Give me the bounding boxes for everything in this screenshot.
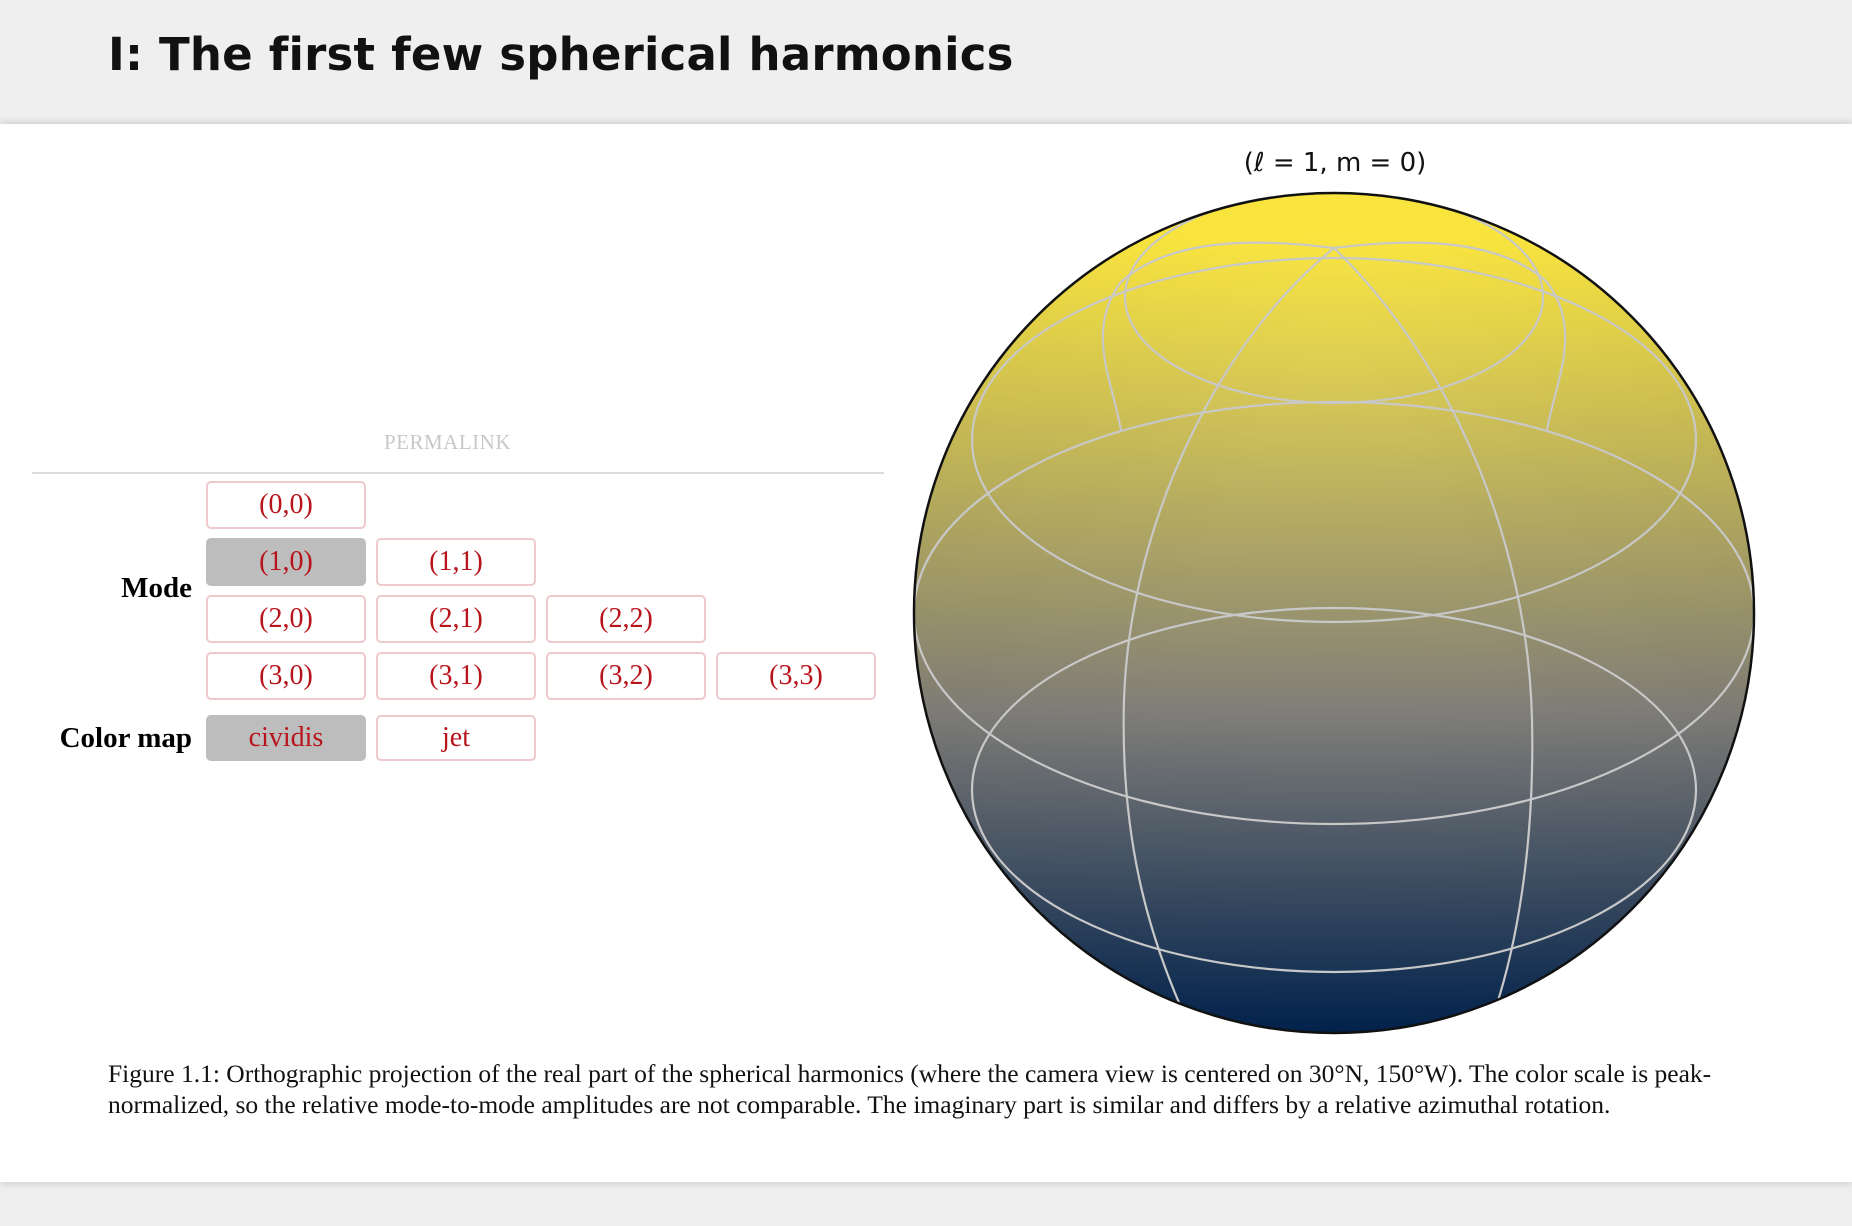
- meridian-left-outer: [1101, 241, 1335, 431]
- colormap-label: Color map: [59, 722, 192, 754]
- figure-caption: Figure 1.1: Orthographic projection of t…: [108, 1059, 1712, 1119]
- sphere-outline: [912, 191, 1756, 1035]
- meridian-right-outer: [1333, 241, 1567, 431]
- meridian-right: [1333, 247, 1534, 1011]
- mode-button-2-0[interactable]: (2,0): [206, 595, 366, 643]
- permalink-link[interactable]: PERMALINK: [384, 430, 512, 454]
- mode-button-3-2[interactable]: (3,2): [546, 652, 706, 700]
- page-header: I: The first few spherical harmonics: [0, 0, 1852, 124]
- mode-button-0-0[interactable]: (0,0): [206, 481, 366, 529]
- colormap-button-jet[interactable]: jet: [376, 715, 536, 761]
- page-title: I: The first few spherical harmonics: [108, 28, 1014, 81]
- sphere-gridlines: [914, 193, 1754, 1011]
- latitude-line-lower: [970, 606, 1698, 974]
- latitude-line-upper: [970, 256, 1698, 624]
- mode-button-3-3[interactable]: (3,3): [716, 652, 876, 700]
- mode-button-3-0[interactable]: (3,0): [206, 652, 366, 700]
- mode-button-3-1[interactable]: (3,1): [376, 652, 536, 700]
- mode-button-1-1[interactable]: (1,1): [376, 538, 536, 586]
- sphere-plot: [912, 191, 1756, 1035]
- plot-title: (ℓ = 1, m = 0): [1243, 148, 1427, 178]
- mode-label: Mode: [121, 572, 192, 604]
- mode-button-2-1[interactable]: (2,1): [376, 595, 536, 643]
- meridian-left: [1122, 247, 1335, 1006]
- latitude-line-equator: [914, 400, 1754, 826]
- mode-button-1-0[interactable]: (1,0): [206, 538, 366, 586]
- colormap-button-cividis[interactable]: cividis: [206, 715, 366, 761]
- controls-divider: [32, 472, 884, 474]
- mode-button-2-2[interactable]: (2,2): [546, 595, 706, 643]
